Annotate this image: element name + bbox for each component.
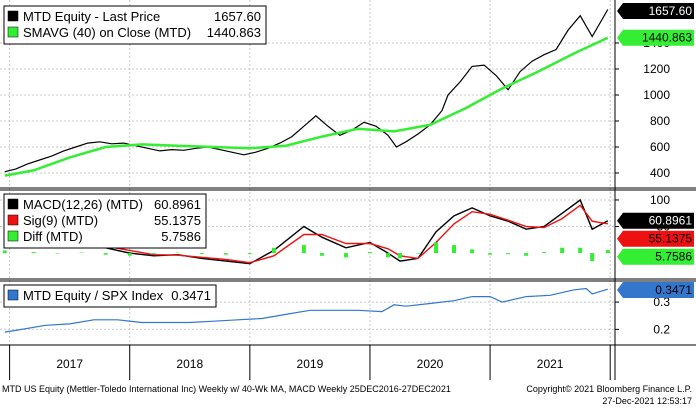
histogram-bar [416, 253, 421, 254]
last-value-label: 1657.60 [649, 4, 693, 18]
y-tick-label: 1200 [643, 62, 670, 76]
y-tick-label: 400 [650, 166, 670, 180]
last-value-label: 5.7586 [655, 250, 692, 264]
legend-swatch [7, 230, 19, 242]
last-value-badge [617, 29, 694, 46]
last-value-badge [617, 282, 694, 298]
histogram-bar [488, 253, 493, 255]
footer-timestamp: 27-Dec-2021 12:53:17 [602, 396, 692, 406]
histogram-bar [578, 247, 583, 254]
x-tick-label: 2021 [537, 357, 564, 371]
legend-entry-name: MACD(12,26) (MTD) [23, 197, 143, 212]
histogram-bar [55, 253, 60, 254]
x-tick-label: 2020 [417, 357, 444, 371]
legend-entry-name: MTD Equity - Last Price [23, 9, 160, 24]
histogram-bar [560, 247, 565, 254]
histogram-bar [79, 252, 84, 254]
y-tick-label: 0.2 [653, 322, 670, 336]
histogram-bar [103, 253, 108, 255]
last-value-badge [617, 248, 694, 265]
histogram-bar [343, 253, 348, 258]
legend-entry-value: 5.7586 [161, 229, 201, 244]
footer-copyright: Copyright© 2021 Bloomberg Finance L.P. [526, 384, 692, 394]
legend-entry-name: Diff (MTD) [23, 229, 83, 244]
histogram-bar [542, 252, 547, 254]
legend-entry-value: 1440.863 [207, 25, 261, 40]
legend-entry-name: MTD Equity / SPX Index [23, 288, 164, 303]
y-tick-label: 600 [650, 140, 670, 154]
legend-box [3, 193, 207, 249]
legend-entry-value: 55.1375 [154, 213, 201, 228]
series-line [4, 198, 609, 265]
histogram-bar [367, 252, 372, 254]
x-tick-label: 2019 [297, 357, 324, 371]
legend-entry-name: Sig(9) (MTD) [23, 213, 98, 228]
histogram-bar [605, 250, 610, 254]
histogram-bar [247, 253, 252, 255]
series-line [4, 36, 609, 177]
histogram-bar [385, 253, 390, 258]
y-tick-label: 100 [650, 193, 670, 207]
histogram-bar [271, 247, 276, 254]
series-line [4, 204, 608, 264]
histogram-bar [2, 250, 7, 254]
last-value-badge [617, 212, 694, 229]
histogram-bar [127, 253, 132, 256]
y-tick-label: 800 [650, 114, 670, 128]
legend-swatch [7, 10, 19, 22]
histogram-bar [397, 253, 402, 259]
legend-swatch [7, 198, 19, 210]
legend-entry-name: SMAVG (40) on Close (MTD) [23, 25, 191, 40]
histogram-bar [223, 253, 228, 255]
histogram-bar [470, 249, 475, 254]
last-value-label: 0.3471 [655, 283, 692, 297]
histogram-bar [31, 252, 36, 254]
series-line [4, 9, 609, 173]
histogram-bar [301, 245, 306, 254]
last-value-label: 1440.863 [642, 31, 692, 45]
last-value-label: 60.8961 [649, 214, 693, 228]
histogram-bar [319, 253, 324, 256]
footer-description: MTD US Equity (Mettler-Toledo Internatio… [2, 384, 451, 394]
histogram-bar [434, 242, 439, 254]
legend-box [3, 5, 267, 45]
histogram-bar [199, 253, 204, 255]
histogram-bar [175, 252, 180, 254]
histogram-bar [524, 253, 529, 256]
legend-swatch [7, 214, 19, 226]
x-tick-label: 2017 [56, 357, 83, 371]
legend-swatch [7, 26, 19, 38]
y-tick-label: 0.3 [653, 295, 670, 309]
legend-entry-value: 60.8961 [154, 197, 201, 212]
legend-entry-value: 0.3471 [171, 288, 211, 303]
legend-box [3, 284, 217, 308]
last-value-badge [617, 230, 694, 247]
histogram-bar [452, 245, 457, 254]
legend-swatch [7, 289, 19, 301]
series-line [4, 287, 608, 333]
x-tick-label: 2018 [176, 357, 203, 371]
histogram-bar [590, 253, 595, 262]
y-tick-label: 1000 [643, 88, 670, 102]
histogram-bar [506, 253, 511, 255]
histogram-bar [151, 253, 156, 255]
last-value-badge [617, 3, 694, 19]
legend-entry-value: 1657.60 [214, 9, 261, 24]
last-value-label: 55.1375 [649, 232, 693, 246]
